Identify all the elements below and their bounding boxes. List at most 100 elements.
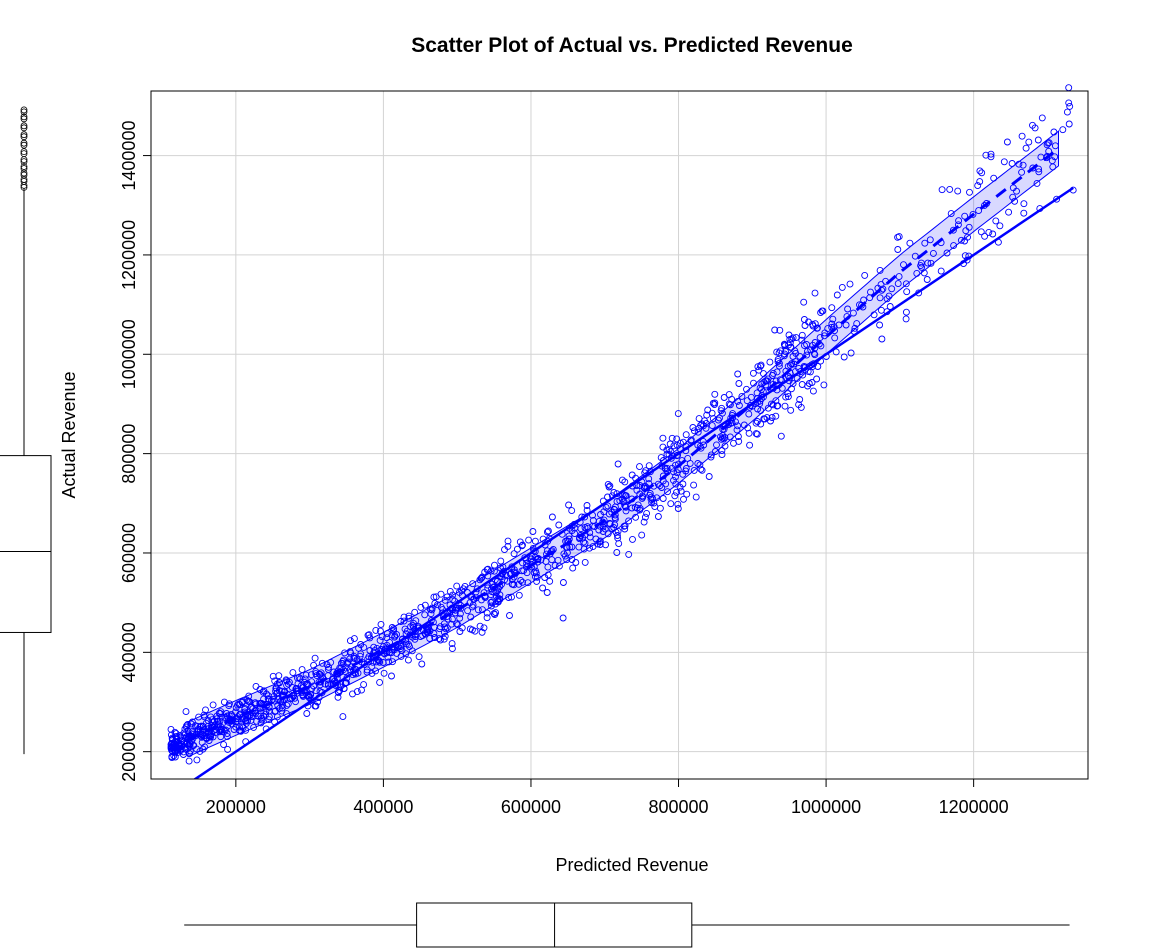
scatter-point	[250, 723, 258, 731]
scatter-point	[996, 222, 1004, 230]
scatter-point	[795, 401, 803, 409]
scatter-point	[938, 186, 946, 194]
scatter-point	[263, 690, 270, 698]
scatter-point	[775, 359, 783, 367]
scatter-point	[735, 380, 743, 387]
scatter-point	[902, 308, 910, 316]
scatter-point	[673, 488, 680, 496]
scatter-point	[620, 522, 628, 530]
scatter-point	[1005, 208, 1013, 216]
scatter-point	[743, 385, 750, 393]
y-tick-label: 800000	[119, 424, 139, 484]
scatter-point	[811, 320, 819, 328]
scatter-point	[377, 620, 385, 628]
scatter-point	[480, 589, 488, 597]
scatter-point	[665, 446, 673, 454]
scatter-point	[690, 481, 698, 489]
scatter-point	[336, 683, 344, 691]
scatter-point	[400, 617, 408, 625]
scatter-point	[835, 321, 843, 329]
scatter-point	[757, 362, 764, 370]
scatter-point	[324, 680, 332, 688]
scatter-point	[1003, 138, 1011, 146]
scatter-point	[622, 507, 630, 515]
scatter-point	[700, 422, 707, 430]
scatter-point	[374, 656, 382, 664]
scatter-point	[596, 538, 604, 546]
x-tick-label: 1000000	[791, 797, 861, 817]
scatter-point	[734, 433, 742, 440]
scatter-point	[167, 741, 175, 748]
scatter-point	[704, 406, 712, 414]
scatter-point	[976, 178, 984, 186]
scatter-point	[628, 471, 636, 479]
scatter-point	[738, 392, 746, 400]
scatter-point	[389, 658, 396, 666]
scatter-point	[974, 182, 982, 190]
scatter-point	[735, 437, 743, 445]
scatter-point	[735, 402, 743, 409]
scatter-point	[501, 546, 508, 554]
scatter-point	[259, 688, 267, 696]
scatter-point	[255, 712, 263, 720]
scatter-point	[327, 658, 335, 666]
grid-lines	[151, 91, 1088, 779]
scatter-point	[477, 574, 485, 582]
scatter-point	[786, 339, 794, 347]
scatter-point	[709, 415, 717, 423]
scatter-point	[793, 374, 801, 382]
scatter-point	[388, 672, 395, 680]
scatter-point	[221, 714, 229, 721]
scatter-point	[771, 326, 779, 334]
scatter-point	[599, 523, 607, 531]
scatter-point	[422, 630, 429, 638]
scatter-point	[888, 285, 896, 293]
scatter-point	[494, 595, 502, 603]
scatter-point	[1031, 124, 1039, 132]
scatter-point	[183, 722, 191, 730]
scatter-point	[657, 454, 665, 462]
scatter-point	[312, 687, 320, 695]
scatter-point	[961, 252, 969, 260]
scatter-point	[330, 675, 338, 682]
x-boxplot	[184, 902, 1070, 948]
scatter-point	[275, 672, 283, 680]
scatter-point	[621, 502, 629, 510]
scatter-point	[400, 613, 408, 621]
scatter-point	[668, 464, 676, 472]
y-axis-label: Actual Revenue	[59, 371, 79, 498]
scatter-point	[961, 212, 969, 220]
scatter-point	[397, 652, 405, 660]
scatter-point	[196, 747, 204, 755]
scatter-point	[636, 463, 643, 471]
scatter-point	[390, 627, 398, 635]
scatter-point	[780, 352, 788, 360]
scatter-point	[781, 341, 788, 349]
scatter-point	[654, 513, 662, 520]
scatter-point	[923, 276, 931, 283]
scatter-point	[726, 401, 734, 409]
scatter-point	[750, 379, 757, 387]
y-tick-label: 600000	[119, 523, 139, 583]
scatter-point	[283, 681, 291, 689]
fit-lines	[187, 147, 1074, 779]
scatter-point	[497, 557, 505, 565]
scatter-point	[372, 658, 380, 666]
scatter-point	[949, 226, 957, 234]
scatter-point	[589, 517, 597, 524]
scatter-point	[701, 417, 708, 425]
scatter-point	[197, 722, 205, 730]
scatter-point	[551, 562, 559, 569]
scatter-point	[1000, 158, 1008, 166]
scatter-point	[894, 280, 902, 288]
scatter-point	[767, 417, 774, 425]
scatter-point	[646, 490, 654, 497]
y-box	[0, 455, 52, 633]
scatter-point	[642, 467, 650, 475]
scatter-point	[500, 568, 508, 575]
scatter-point	[529, 528, 537, 535]
scatter-point	[234, 701, 241, 709]
y-box-outlier	[20, 158, 28, 166]
scatter-point	[650, 499, 658, 507]
scatter-point	[920, 269, 928, 277]
